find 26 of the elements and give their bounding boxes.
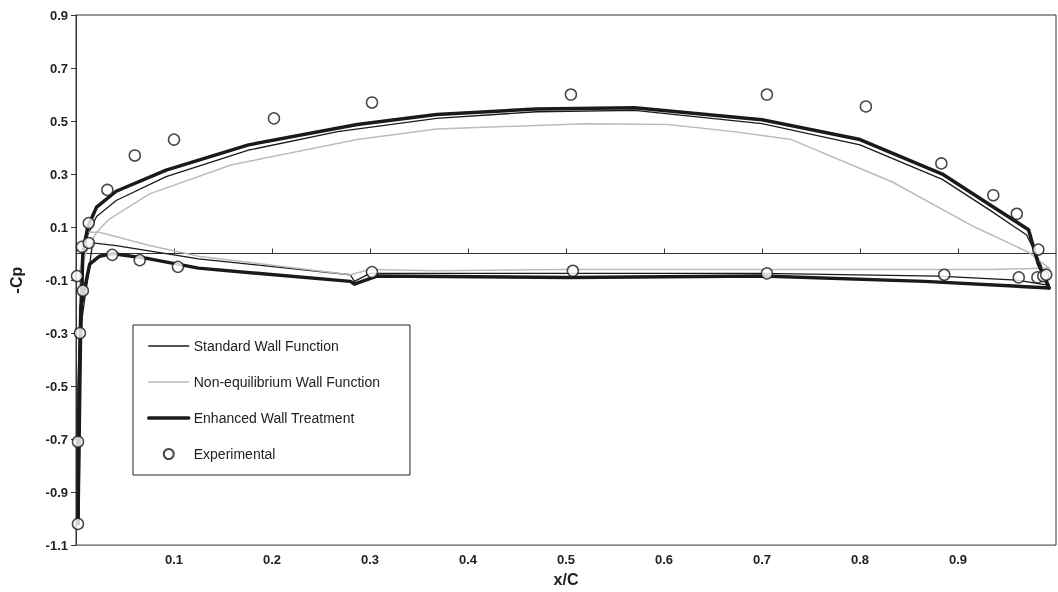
y-tick-label: -0.7 <box>45 431 68 447</box>
x-tick-label: 0.2 <box>262 552 282 568</box>
y-tick-label: 0.5 <box>49 113 68 129</box>
y-tick-label: 0.1 <box>49 219 68 235</box>
y-tick-label: -1.1 <box>45 537 68 553</box>
y-tick-label: -0.9 <box>45 484 68 500</box>
x-tick-label: 0.9 <box>948 552 968 568</box>
x-tick-label: 0.3 <box>360 552 380 568</box>
x-tick-label: 0.8 <box>850 552 870 568</box>
x-tick-label: 0.1 <box>164 552 184 568</box>
x-tick-label: 0.5 <box>556 552 576 568</box>
y-tick-label: -0.1 <box>45 272 68 288</box>
x-tick-label: 0.6 <box>654 552 674 568</box>
y-tick-label: 0.7 <box>49 60 68 76</box>
legend-label: Non-equilibrium Wall Function <box>193 374 380 390</box>
legend-label: Enhanced Wall Treatment <box>193 410 355 426</box>
legend-label: Standard Wall Function <box>193 338 339 354</box>
x-tick-label: 0.4 <box>458 552 478 568</box>
y-axis-title: -Cp <box>7 266 25 294</box>
legend-label: Experimental <box>193 446 276 462</box>
y-tick-label: -0.5 <box>45 378 68 394</box>
y-tick-label: 0.3 <box>49 166 68 182</box>
y-tick-label: -0.3 <box>45 325 68 341</box>
y-tick-label: 0.9 <box>49 7 68 23</box>
x-tick-label: 0.7 <box>752 552 772 568</box>
x-axis-title: x/C <box>553 570 579 588</box>
